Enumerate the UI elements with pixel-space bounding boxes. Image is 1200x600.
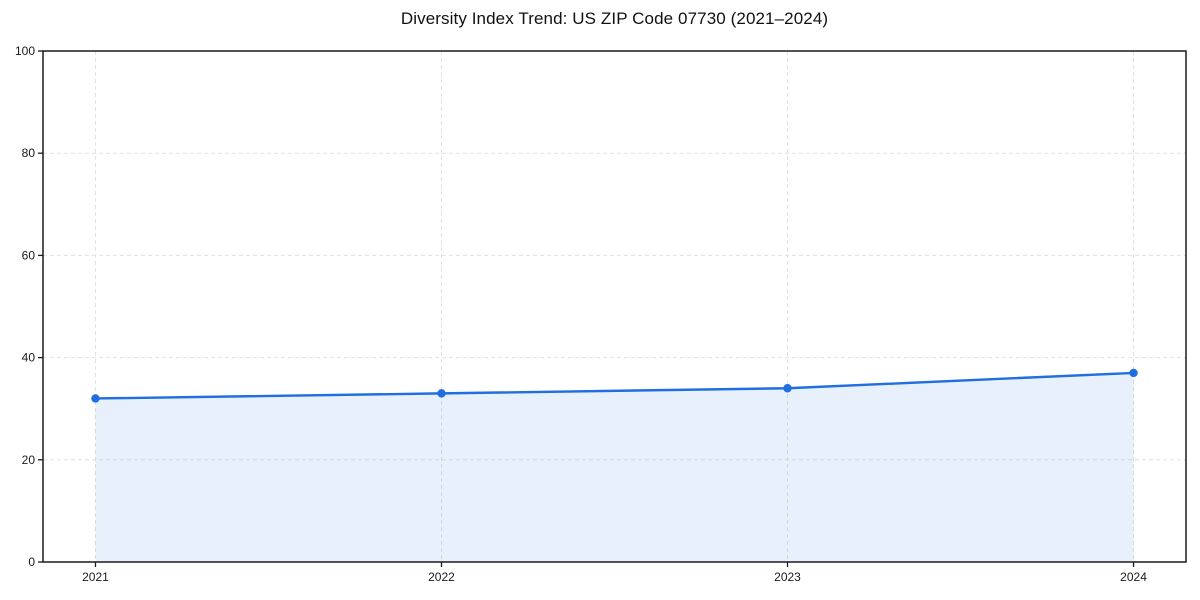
gridlines xyxy=(43,51,1186,562)
series-markers xyxy=(91,368,1138,403)
plot-spines xyxy=(42,50,1187,563)
y-axis: 0 20 40 60 80 100 xyxy=(15,44,43,569)
y-tick-label: 0 xyxy=(28,555,35,569)
x-tick-label: 2023 xyxy=(774,570,801,584)
x-tick-label: 2024 xyxy=(1120,570,1147,584)
series-line xyxy=(94,371,1135,400)
data-point-marker xyxy=(437,389,446,398)
y-tick-label: 60 xyxy=(22,248,36,262)
y-tick-label: 40 xyxy=(22,351,36,365)
chart-title: Diversity Index Trend: US ZIP Code 07730… xyxy=(400,9,829,28)
x-axis: 2021 2022 2023 2024 xyxy=(82,562,1147,584)
y-tick-label: 20 xyxy=(22,453,36,467)
data-point-marker xyxy=(783,384,792,393)
data-point-marker xyxy=(91,394,100,403)
data-point-marker xyxy=(1129,368,1138,378)
y-tick-label: 100 xyxy=(15,44,35,58)
x-tick-label: 2021 xyxy=(82,570,109,584)
x-tick-label: 2022 xyxy=(428,570,455,584)
y-tick-label: 80 xyxy=(22,146,36,160)
area-fill xyxy=(95,372,1134,562)
